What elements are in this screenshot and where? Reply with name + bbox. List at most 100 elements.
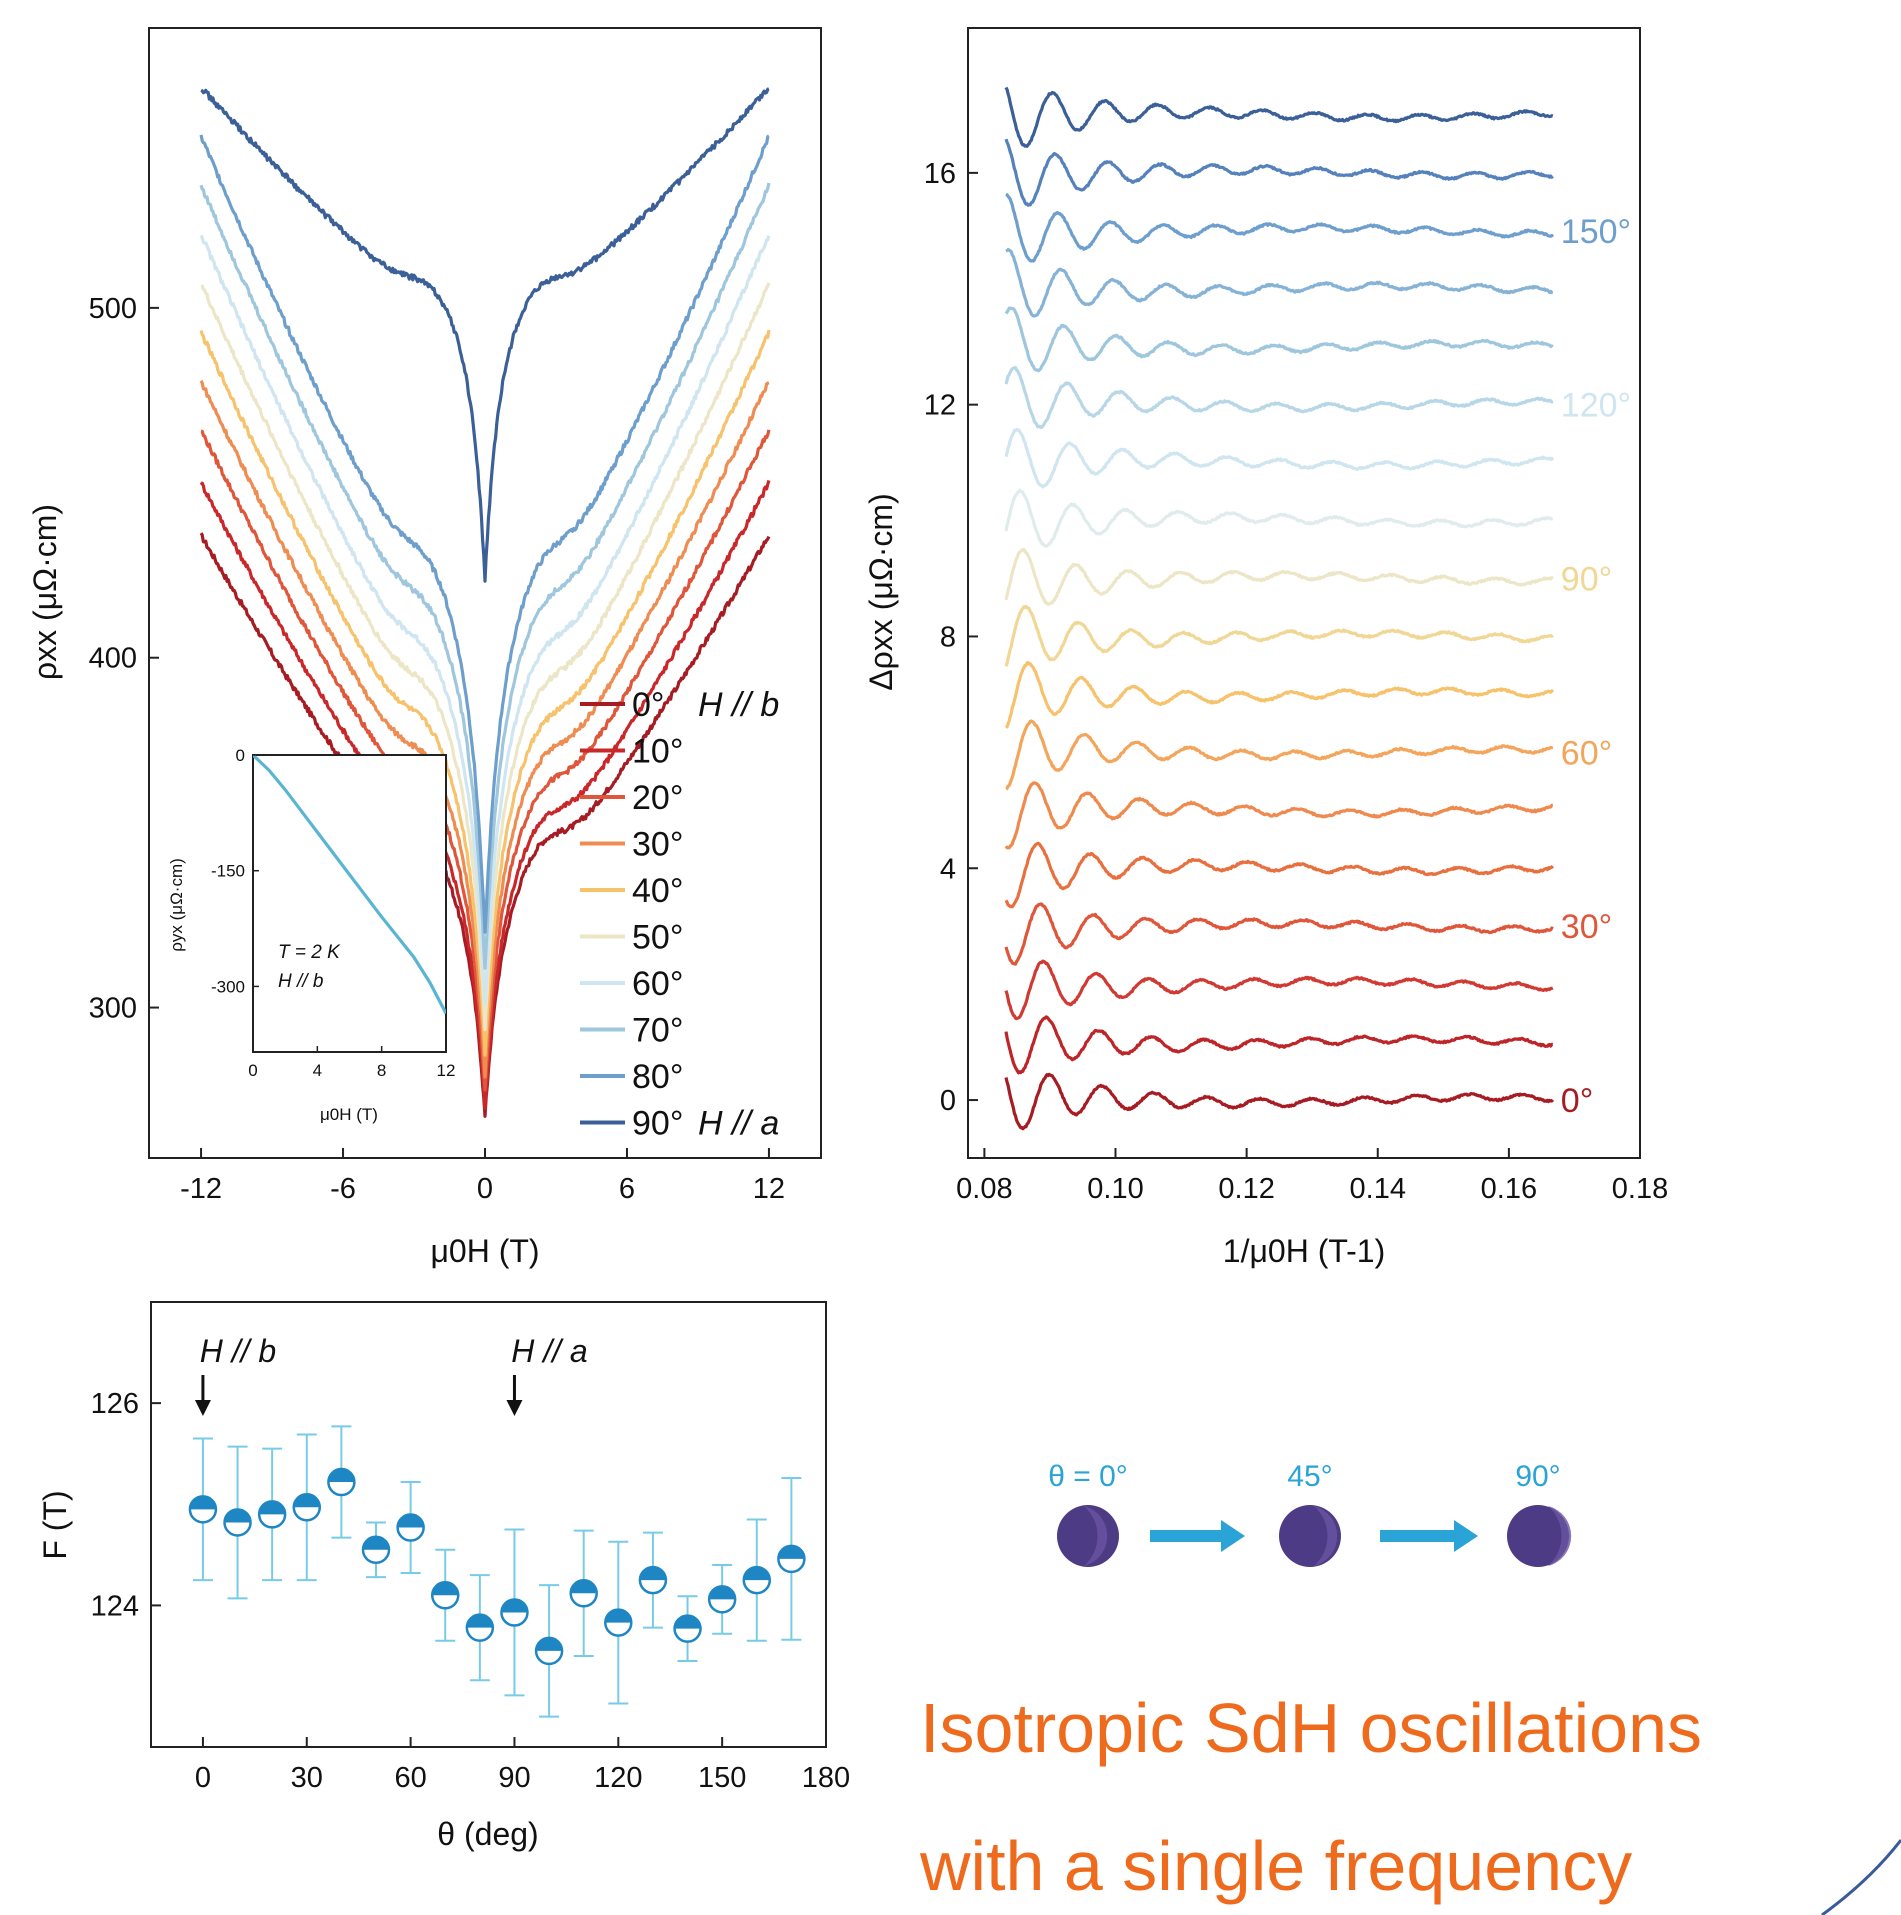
delta-rho-xx-x-tick-label: 0.12 xyxy=(1218,1173,1274,1205)
angle-label-60deg: 60° xyxy=(1561,734,1612,772)
frequency-y-axis-label: F (T) xyxy=(37,1490,73,1559)
delta-rho-xx-curve-70deg xyxy=(1004,661,1555,729)
callout-line-2: with a single frequency xyxy=(919,1827,1632,1905)
data-point-fill xyxy=(674,1615,701,1629)
rho-xx-y-tick-label: 500 xyxy=(89,293,137,325)
data-point-fill xyxy=(778,1545,805,1559)
delta-rho-xx-x-tick-label: 0.14 xyxy=(1350,1173,1406,1205)
rho-xx-curve-70deg xyxy=(199,182,771,970)
legend-label-0deg: 0° xyxy=(632,686,665,724)
delta-rho-xx-curve-10deg xyxy=(1004,1015,1554,1075)
delta-rho-xx-axes: 0.08 0.10 0.12 0.14 0.16 0.18 0 4 8 12 16 xyxy=(924,158,1668,1205)
frequency-axes: 0 30 60 90 120 150 180 124 126 xyxy=(91,1388,851,1794)
legend-label-50deg: 50° xyxy=(632,919,683,957)
data-point-fill xyxy=(432,1582,459,1596)
legend-label-70deg: 70° xyxy=(632,1012,683,1050)
rho-xx-x-tick-label: -6 xyxy=(330,1173,356,1205)
annotation-arrow-head xyxy=(506,1400,523,1416)
rho-yx-inset-x-label: μ0H (T) xyxy=(320,1105,378,1124)
rho-yx-inset: 0 4 8 12 0 -150 -300 μ0H (T) ρyx (μΩ·cm) T = 2… xyxy=(167,746,455,1124)
legend-label-20deg: 20° xyxy=(632,779,683,817)
delta-rho-xx-curve-60deg xyxy=(1005,719,1554,791)
data-point-fill xyxy=(605,1609,632,1623)
delta-rho-xx-curve-140deg xyxy=(1005,248,1554,318)
rho-xx-curve-60deg xyxy=(199,234,771,1006)
rho-xx-series-group xyxy=(199,87,771,1118)
schematic-angle-label: θ = 0° xyxy=(1048,1460,1128,1493)
data-point-fill xyxy=(328,1469,355,1483)
frequency-x-tick-label: 120 xyxy=(594,1762,642,1794)
data-point-fill xyxy=(293,1494,320,1508)
rotation-schematic: θ = 0° 45° 90° xyxy=(1048,1460,1572,1567)
frequency-points-group xyxy=(188,1425,806,1718)
delta-rho-xx-curve-80deg xyxy=(1004,604,1554,667)
rotation-arrow-head xyxy=(1454,1520,1478,1552)
delta-rho-xx-y-tick-label: 16 xyxy=(924,158,956,190)
delta-rho-xx-y-tick-label: 8 xyxy=(940,621,956,653)
rho-xx-x-axis-label: μ0H (T) xyxy=(430,1233,539,1269)
frequency-x-tick-label: 60 xyxy=(394,1762,426,1794)
fermi-sphere xyxy=(1507,1505,1569,1567)
delta-rho-xx-x-tick-label: 0.10 xyxy=(1087,1173,1143,1205)
legend-label-40deg: 40° xyxy=(632,872,683,910)
data-point-fill xyxy=(639,1567,666,1581)
rho-yx-inset-series xyxy=(253,755,446,1015)
delta-rho-xx-curve-110deg xyxy=(1004,427,1555,489)
rho-yx-inset-y-label: ρyx (μΩ·cm) xyxy=(167,858,186,952)
delta-rho-xx-curve-40deg xyxy=(1004,841,1555,909)
frequency-x-tick-label: 150 xyxy=(698,1762,746,1794)
delta-rho-xx-curve-100deg xyxy=(1004,488,1554,548)
delta-rho-xx-x-tick-label: 0.08 xyxy=(956,1173,1012,1205)
angle-label-120deg: 120° xyxy=(1561,387,1631,425)
delta-rho-xx-x-tick-label: 0.16 xyxy=(1481,1173,1537,1205)
rho-xx-legend: 0° H // b 10° 20° 30° 40° 50° 60° 70° 80° 90° H // … xyxy=(580,686,779,1143)
rho-yx-inset-field-direction: H // b xyxy=(278,971,323,992)
data-point-fill xyxy=(224,1509,251,1523)
inset-y-tick-label: -150 xyxy=(211,862,245,881)
schematic-angle-label: 45° xyxy=(1287,1460,1332,1493)
delta-rho-xx-curve-30deg xyxy=(1004,902,1554,966)
schematic-angle-label: 90° xyxy=(1515,1460,1560,1493)
delta-rho-xx-x-tick-label: 0.18 xyxy=(1612,1173,1668,1205)
rho-xx-x-tick-label: -12 xyxy=(180,1173,222,1205)
delta-rho-xx-curve-130deg xyxy=(1004,306,1554,373)
angle-label-30deg: 30° xyxy=(1561,908,1612,946)
delta-rho-xx-curve-20deg xyxy=(1004,959,1554,1021)
legend-field-direction: H // b xyxy=(698,686,779,724)
inset-y-tick-label: 0 xyxy=(236,746,245,765)
rotation-arrow-head xyxy=(1221,1520,1245,1552)
delta-rho-xx-curve-160deg xyxy=(1004,138,1554,207)
data-point-fill xyxy=(363,1536,389,1550)
inset-x-tick-label: 0 xyxy=(248,1061,257,1080)
legend-label-10deg: 10° xyxy=(632,733,683,771)
delta-rho-xx-series-group xyxy=(1004,86,1555,1131)
frequency-x-tick-label: 180 xyxy=(802,1762,850,1794)
delta-rho-xx-angle-labels: 0° 30° 60° 90° 120° 150° xyxy=(1561,213,1631,1120)
data-point-fill xyxy=(709,1586,736,1600)
frequency-annotations: H // b H // a xyxy=(194,1333,588,1416)
data-point-fill xyxy=(397,1514,424,1528)
rho-xx-curve-20deg xyxy=(200,429,771,1092)
data-point-fill xyxy=(466,1614,493,1628)
annotation-label: H // b xyxy=(200,1333,276,1369)
fermi-sphere-highlight xyxy=(1314,1506,1338,1566)
inset-x-tick-label: 4 xyxy=(313,1061,322,1080)
legend-label-30deg: 30° xyxy=(632,826,683,864)
panel-delta-rho-xx: 0.08 0.10 0.12 0.14 0.16 0.18 0 4 8 12 16 0° 30° 60°… xyxy=(863,27,1668,1269)
legend-field-direction: H // a xyxy=(698,1105,779,1143)
rho-yx-inset-axes: 0 4 8 12 0 -150 -300 xyxy=(211,746,455,1080)
rho-xx-curve-80deg xyxy=(199,134,770,934)
annotation-label: H // a xyxy=(511,1333,587,1369)
annotation-arrow-head xyxy=(194,1400,211,1416)
data-point-fill xyxy=(570,1580,597,1594)
rho-xx-y-tick-label: 400 xyxy=(89,643,137,675)
inset-x-tick-label: 8 xyxy=(377,1061,386,1080)
rho-xx-curve-40deg xyxy=(199,329,771,1057)
delta-rho-xx-y-tick-label: 4 xyxy=(940,853,956,885)
delta-rho-xx-x-axis-label: 1/μ0H (T-1) xyxy=(1223,1233,1385,1269)
rho-xx-y-tick-label: 300 xyxy=(89,993,137,1025)
corner-curve-decoration xyxy=(1821,1839,1901,1915)
